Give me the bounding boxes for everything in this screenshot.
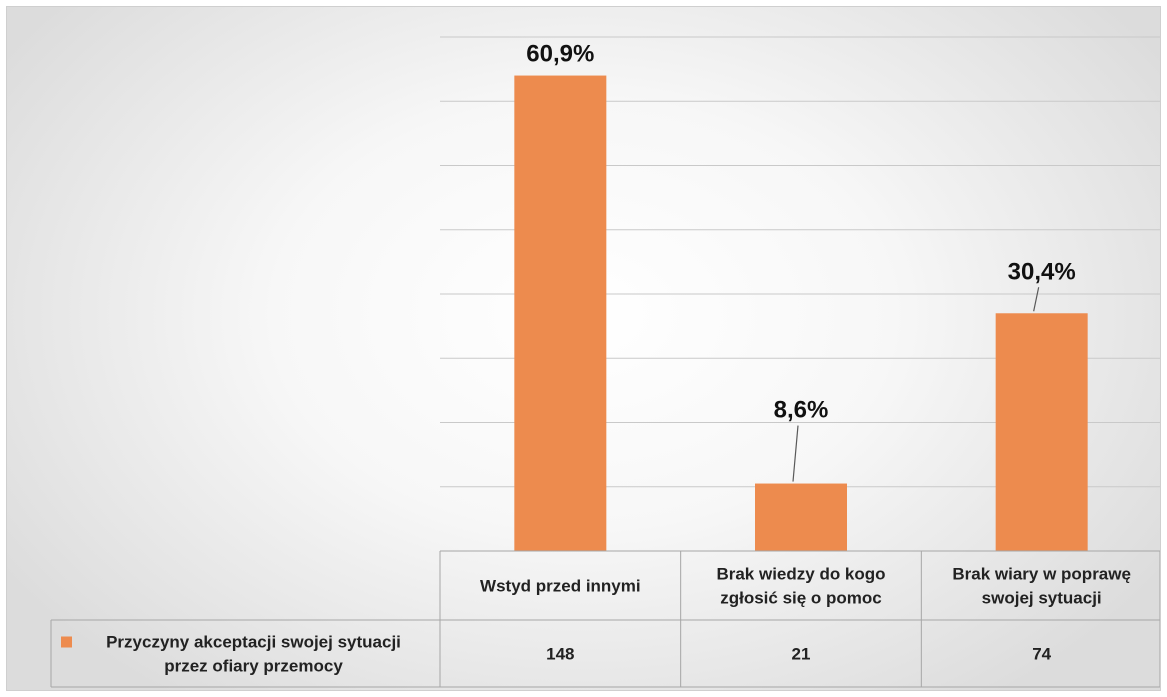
category-label: Wstyd przed innymi [480,577,641,596]
category-label: zgłosić się o pomoc [720,589,882,608]
data-label: 8,6% [774,397,829,424]
bar [755,483,847,551]
category-label: Brak wiedzy do kogo [716,565,885,584]
series-name: Przyczyny akceptacji swojej sytuacji [106,633,401,652]
data-label: 30,4% [1008,258,1076,285]
table-value: 148 [546,645,574,664]
legend-key [61,636,72,648]
bar [514,75,607,552]
bar-chart: 60,9% 8,6% 30,4% Wstyd przed innymi Brak wie… [50,36,1160,688]
leader-line [1033,287,1040,312]
category-label: Brak wiary w poprawę [952,565,1131,584]
table-value: 74 [1032,645,1051,664]
leader-line [792,425,799,482]
chart-frame: 60,9% 8,6% 30,4% Wstyd przed innymi Brak wie… [6,6,1161,691]
category-label: swojej sytuacji [982,589,1102,608]
data-label: 60,9% [526,41,594,68]
series-name: przez ofiary przemocy [164,657,343,676]
table-value: 21 [792,645,811,664]
bar [995,313,1088,551]
